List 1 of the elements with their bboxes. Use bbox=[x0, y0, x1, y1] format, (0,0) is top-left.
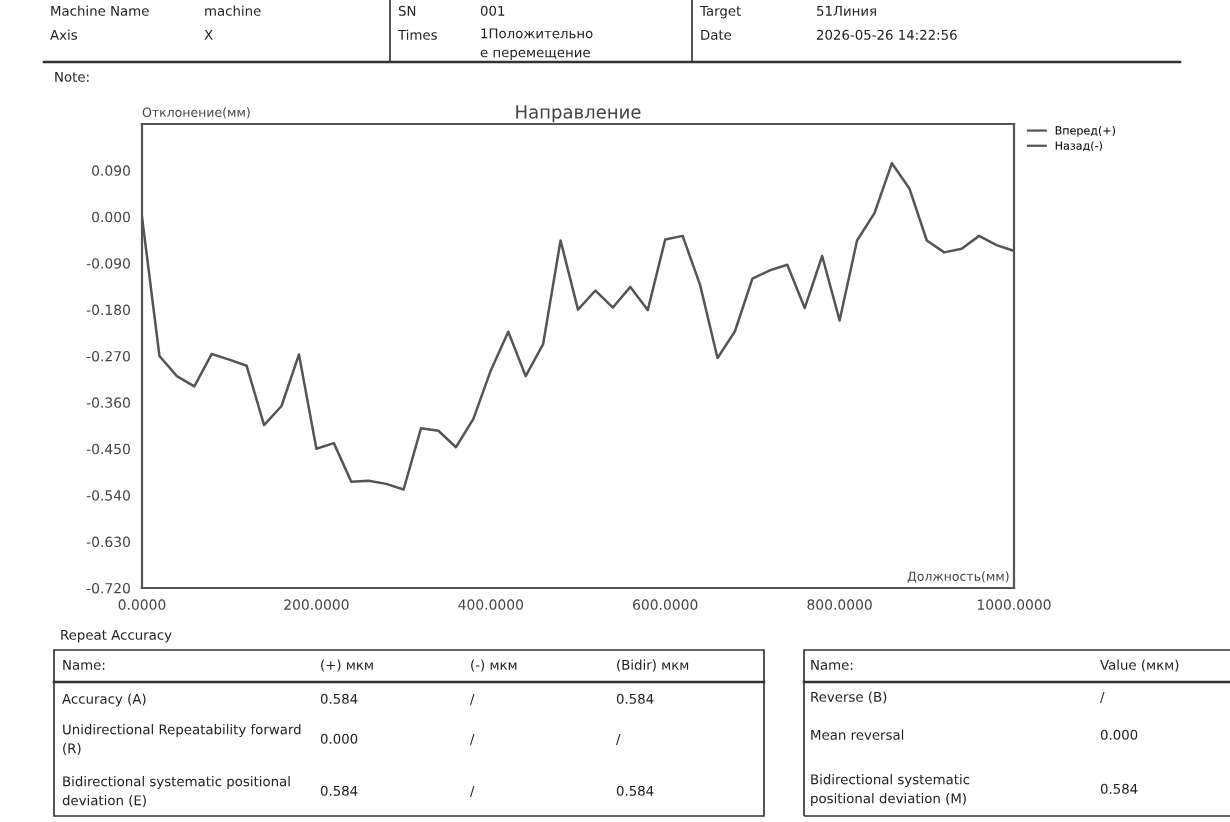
chart-title: Направление bbox=[516, 105, 641, 123]
